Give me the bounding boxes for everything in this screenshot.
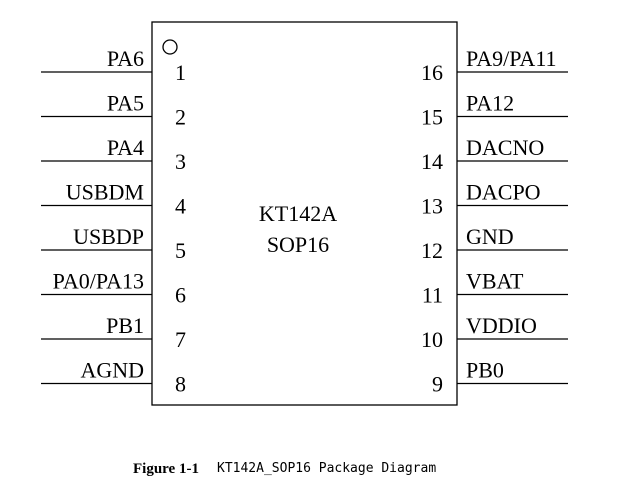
left-pin-group: PA6 1 PA5 2 PA4 3 USBDM 4 USBDP 5 PA0/PA13 6 PB1 7 AGN… (41, 46, 186, 397)
right-pin-number: 15 (421, 105, 443, 130)
left-pin-number: 7 (175, 327, 186, 352)
left-pin-label: USBDM (66, 180, 144, 205)
right-pin-label: GND (466, 224, 514, 249)
left-pin-number: 6 (175, 283, 186, 308)
left-pin-number: 5 (175, 238, 186, 263)
right-pin-number: 10 (421, 327, 443, 352)
left-pin-number: 1 (175, 60, 186, 85)
left-pin-label: PA5 (107, 91, 144, 116)
right-pin-label: VBAT (466, 269, 524, 294)
right-pin-number: 13 (421, 194, 443, 219)
right-pin-number: 14 (421, 149, 443, 174)
left-pin-label: USBDP (73, 224, 144, 249)
chip-name: KT142A (259, 201, 337, 226)
right-pin-label: VDDIO (466, 313, 537, 338)
chip-package: SOP16 (267, 232, 329, 257)
right-pin-label: DACNO (466, 135, 544, 160)
right-pin-label: PA12 (466, 91, 514, 116)
right-pin-label: DACPO (466, 180, 541, 205)
left-pin-label: PA6 (107, 46, 144, 71)
right-pin-number: 9 (432, 372, 443, 397)
left-pin-label: PA0/PA13 (53, 269, 144, 294)
caption-text: KT142A_SOP16 Package Diagram (217, 461, 436, 476)
right-pin-number: 12 (421, 238, 443, 263)
chip-body (151, 21, 458, 406)
left-pin-number: 4 (175, 194, 186, 219)
left-pin-label: PA4 (107, 135, 144, 160)
left-pin-number: 8 (175, 372, 186, 397)
left-pin-label: AGND (80, 358, 144, 383)
left-pin-number: 2 (175, 105, 186, 130)
right-pin-label: PA9/PA11 (466, 46, 557, 71)
right-pin-number: 16 (421, 60, 443, 85)
right-pin-group: PA9/PA11 16 PA12 15 DACNO 14 DACPO 13 GND 12 VBAT 1… (421, 46, 568, 397)
pin1-marker-icon (162, 39, 178, 55)
caption-figure-number: Figure 1-1 (133, 461, 199, 477)
right-pin-number: 11 (422, 283, 443, 308)
right-pin-label: PB0 (466, 358, 504, 383)
left-pin-number: 3 (175, 149, 186, 174)
left-pin-label: PB1 (106, 313, 144, 338)
